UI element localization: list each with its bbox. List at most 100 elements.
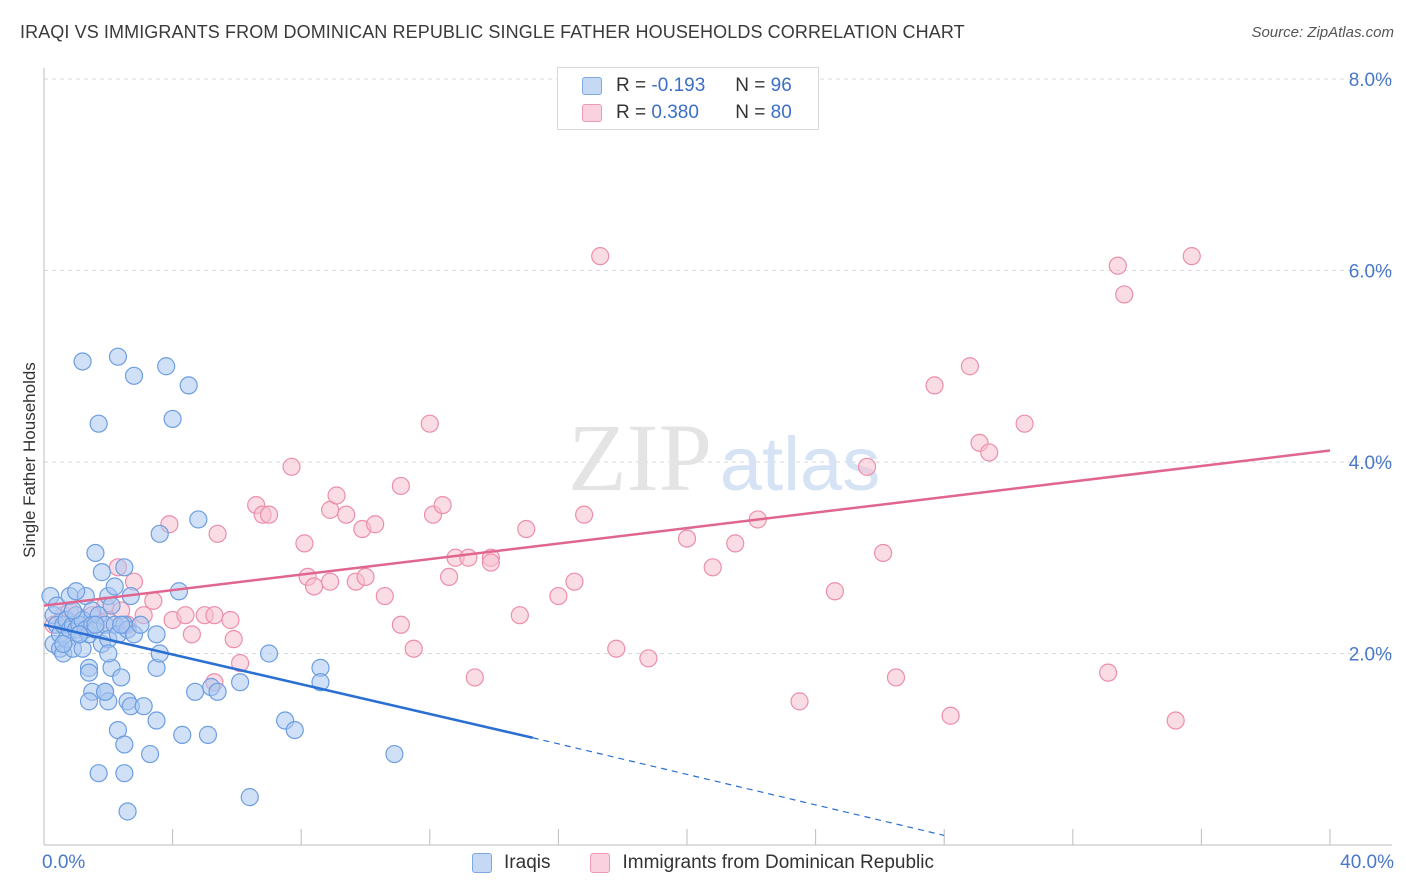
legend-n-value: 96	[770, 75, 792, 96]
data-point-iraqi	[115, 558, 134, 577]
data-point-iraqi	[140, 744, 160, 764]
data-point-dominican	[321, 572, 340, 591]
data-point-dominican	[259, 505, 279, 524]
legend-row-iraqis: R = -0.193 N = 96	[582, 73, 792, 99]
data-point-iraqi	[231, 673, 250, 692]
data-point-iraqi	[108, 347, 128, 366]
y-tick-label: 6.0%	[1349, 262, 1392, 283]
data-point-dominican	[1166, 711, 1185, 730]
data-point-dominican	[327, 486, 346, 505]
trend-line-dominican	[43, 449, 1331, 607]
data-point-iraqi	[385, 744, 404, 764]
y-tick-label: 8.0%	[1349, 70, 1392, 91]
series-iraqi-points	[41, 347, 404, 821]
data-point-iraqi	[240, 788, 259, 807]
data-point-dominican	[420, 414, 439, 433]
data-point-dominican	[575, 505, 594, 524]
data-point-dominican	[677, 529, 697, 548]
chart-title: IRAQI VS IMMIGRANTS FROM DOMINICAN REPUB…	[20, 22, 965, 42]
data-point-dominican	[510, 606, 529, 625]
data-point-dominican	[960, 357, 980, 376]
data-point-dominican	[208, 524, 227, 543]
data-point-iraqi	[157, 357, 176, 376]
legend-item-iraqis[interactable]: Iraqis	[472, 852, 550, 874]
data-point-iraqi	[179, 376, 198, 395]
data-point-iraqi	[67, 582, 86, 601]
data-point-iraqi	[102, 596, 121, 615]
data-point-dominican	[391, 615, 410, 634]
legend-swatch-iraqis	[582, 77, 602, 95]
data-point-dominican	[404, 639, 423, 658]
data-point-iraqi	[259, 644, 279, 663]
data-point-iraqi	[147, 625, 166, 644]
data-point-dominican	[224, 630, 243, 649]
data-point-iraqi	[79, 692, 99, 711]
data-point-iraqi	[115, 764, 134, 783]
watermark-zip: ZIP	[568, 404, 712, 511]
legend-swatch-dominican	[590, 853, 611, 873]
data-point-dominican	[1108, 256, 1127, 275]
legend-r-label: R =	[616, 102, 647, 123]
trend-line-iraqi-extension	[532, 737, 945, 837]
data-point-dominican	[375, 586, 394, 606]
data-point-dominican	[295, 534, 314, 553]
y-tick-labels: 2.0% 4.0% 6.0% 8.0%	[1349, 70, 1392, 666]
legend-row-dominican: R = 0.380 N = 80	[582, 100, 792, 126]
data-point-iraqi	[86, 615, 105, 634]
data-point-iraqi	[95, 682, 115, 701]
stats-legend: R = -0.193 N = 96 R = 0.380 N = 80	[557, 67, 819, 130]
y-tick-label: 4.0%	[1349, 453, 1392, 474]
data-point-iraqi	[89, 764, 108, 783]
data-point-iraqi	[163, 409, 182, 429]
data-point-iraqi	[118, 802, 137, 821]
data-point-dominican	[337, 505, 356, 524]
data-point-dominican	[182, 625, 201, 644]
data-point-iraqi	[208, 682, 227, 701]
data-point-iraqi	[115, 735, 134, 754]
data-point-iraqi	[63, 601, 83, 620]
y-tick-label: 2.0%	[1349, 645, 1392, 666]
data-point-dominican	[1015, 414, 1034, 433]
data-point-dominican	[703, 558, 722, 577]
data-point-iraqi	[124, 366, 144, 385]
data-point-dominican	[941, 706, 960, 725]
data-point-dominican	[231, 653, 250, 673]
data-point-dominican	[591, 247, 610, 266]
data-point-dominican	[144, 591, 163, 610]
series-legend: Iraqis Immigrants from Dominican Republi…	[0, 852, 1406, 874]
data-point-dominican	[433, 495, 452, 515]
data-point-dominican	[886, 668, 906, 687]
data-point-dominican	[980, 443, 999, 462]
data-point-dominican	[221, 610, 240, 630]
data-point-iraqi	[285, 720, 304, 740]
legend-r-label: R =	[616, 75, 647, 96]
legend-n-label: N =	[735, 75, 766, 96]
trend-line-iraqi	[43, 623, 533, 739]
data-point-iraqi	[73, 352, 92, 371]
data-point-dominican	[391, 476, 410, 496]
data-point-dominican	[176, 606, 195, 625]
x-tick-label-max: 40.0%	[1340, 852, 1394, 873]
data-point-dominican	[549, 586, 568, 606]
x-tick-label-min: 0.0%	[42, 852, 86, 873]
data-point-dominican	[565, 572, 584, 591]
data-point-dominican	[1182, 247, 1201, 266]
data-point-iraqi	[92, 563, 111, 582]
data-point-iraqi	[150, 524, 169, 543]
data-point-dominican	[459, 548, 478, 567]
data-point-dominican	[205, 606, 224, 625]
data-point-iraqi	[189, 510, 208, 529]
data-point-iraqi	[54, 634, 73, 654]
data-point-iraqi	[112, 615, 131, 634]
legend-r-value: 0.380	[651, 102, 699, 123]
watermark-atlas: atlas	[720, 422, 881, 507]
data-point-iraqi	[173, 725, 192, 744]
legend-item-dominican[interactable]: Immigrants from Dominican Republic	[590, 852, 934, 874]
data-point-dominican	[726, 534, 745, 553]
data-point-dominican	[857, 457, 877, 476]
data-point-dominican	[1115, 285, 1134, 304]
data-point-dominican	[790, 692, 809, 711]
data-point-iraqi	[112, 668, 131, 687]
legend-swatch-iraqis	[472, 853, 493, 873]
